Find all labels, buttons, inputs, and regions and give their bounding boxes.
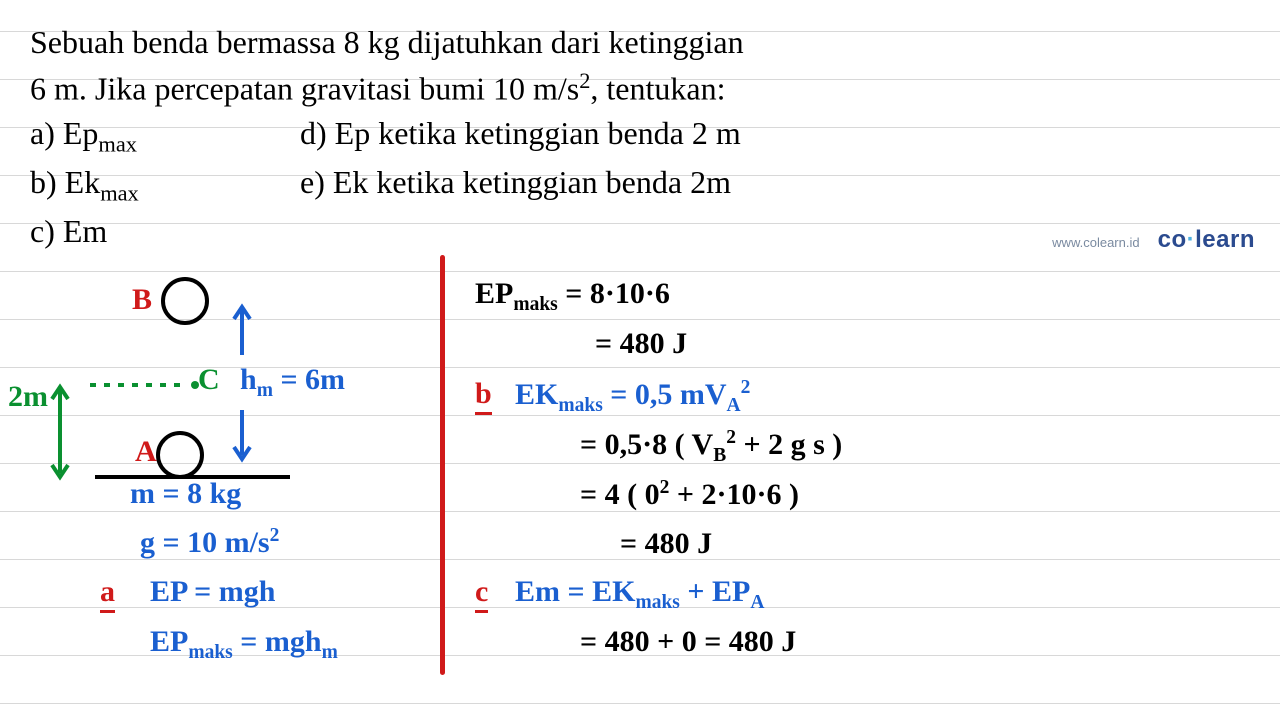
label-c: C xyxy=(198,363,220,397)
label-b: B xyxy=(132,283,152,317)
eq-em-result: = 480 + 0 = 480 J xyxy=(580,625,796,659)
label-part-b: b xyxy=(475,377,492,411)
eq-ep-mgh: EP = mgh xyxy=(150,575,275,609)
label-part-c: c xyxy=(475,575,488,609)
worked-solution: B A C 2m hm = 6m m = 8 kg g = 10 m/s2 a … xyxy=(0,255,1280,695)
eq-epmaks-mghm: EPmaks = mghm xyxy=(150,625,338,664)
calc-epmaks-1: EPmaks = 8·10·6 xyxy=(475,277,670,316)
option-b: b) Ekmax xyxy=(30,160,300,209)
options-row-2: b) Ekmax e) Ek ketika ketinggian benda 2… xyxy=(30,160,1250,209)
problem-line-2: 6 m. Jika percepatan gravitasi bumi 10 m… xyxy=(30,65,1250,111)
footer-brand: co·learn xyxy=(1158,226,1255,254)
content-area: Sebuah benda bermassa 8 kg dijatuhkan da… xyxy=(0,0,1280,264)
eq-em-def: Em = EKmaks + EPA xyxy=(515,575,764,614)
label-part-a: a xyxy=(100,575,115,609)
problem-statement: Sebuah benda bermassa 8 kg dijatuhkan da… xyxy=(0,0,1280,264)
vertical-divider xyxy=(440,255,445,675)
eq-ekmaks-4: = 480 J xyxy=(620,527,712,561)
footer: www.colearn.id co·learn xyxy=(1052,226,1255,254)
eq-ekmaks-3: = 4 ( 02 + 2·10·6 ) xyxy=(580,477,799,512)
label-a: A xyxy=(135,435,157,469)
options-row-1: a) Epmax d) Ep ketika ketinggian benda 2… xyxy=(30,111,1250,160)
ball-a-icon xyxy=(158,433,202,477)
label-2m: 2m xyxy=(8,380,48,414)
footer-url: www.colearn.id xyxy=(1052,235,1139,250)
physics-diagram xyxy=(0,255,440,515)
calc-epmaks-2: = 480 J xyxy=(595,327,687,361)
given-g: g = 10 m/s2 xyxy=(140,525,279,560)
option-a: a) Epmax xyxy=(30,111,300,160)
given-m: m = 8 kg xyxy=(130,477,241,511)
option-d: d) Ep ketika ketinggian benda 2 m xyxy=(300,111,741,160)
eq-ekmaks-2: = 0,5·8 ( VB2 + 2 g s ) xyxy=(580,427,842,467)
problem-line-1: Sebuah benda bermassa 8 kg dijatuhkan da… xyxy=(30,20,1250,65)
eq-ekmaks-def: EKmaks = 0,5 mVA2 xyxy=(515,377,750,417)
ball-b-icon xyxy=(163,279,207,323)
option-e: e) Ek ketika ketinggian benda 2m xyxy=(300,160,731,209)
label-hm: hm = 6m xyxy=(240,363,345,402)
